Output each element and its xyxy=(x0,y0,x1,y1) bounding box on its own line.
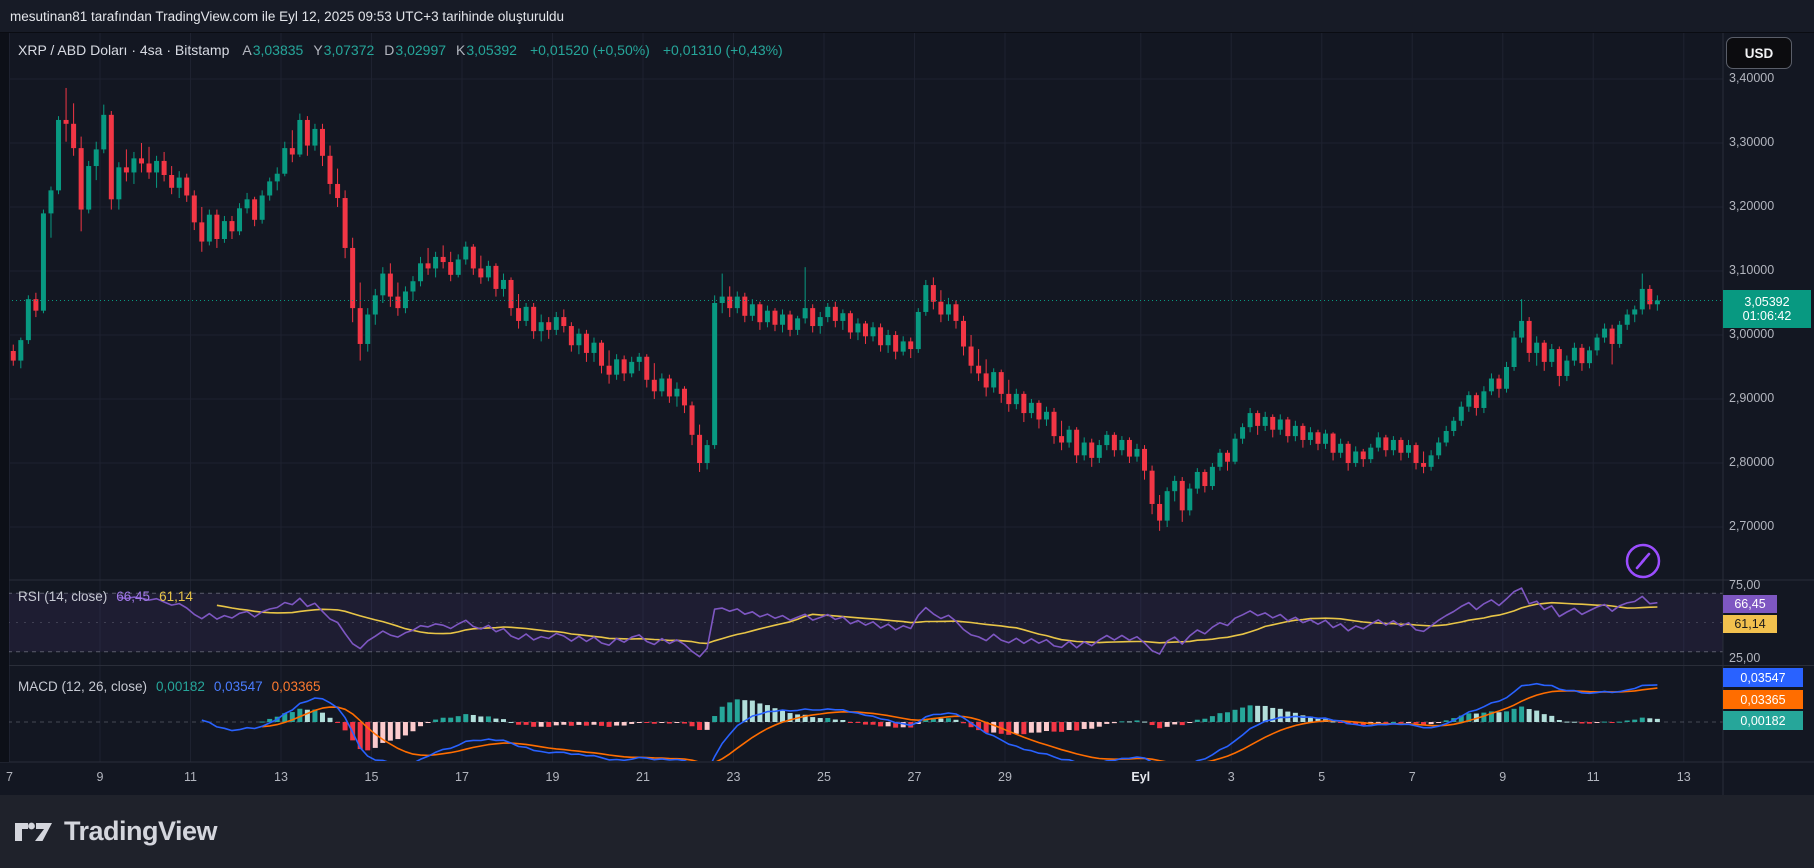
tradingview-brand-text: TradingView xyxy=(64,816,218,846)
rsi-value: 66,45 xyxy=(116,589,151,604)
price-tick: 3,10000 xyxy=(1729,263,1775,277)
time-tick: 13 xyxy=(274,770,288,784)
price-tick: 3,00000 xyxy=(1729,327,1775,341)
time-tick: 25 xyxy=(817,770,831,784)
symbol-legend[interactable]: XRP / ABD Doları · 4sa · Bitstamp A 3,038… xyxy=(18,42,783,58)
time-tick: 9 xyxy=(1499,770,1507,784)
time-axis[interactable]: 7 9 11 13 15 17 19 21 23 25 27 29 Eyl 3 5 7 9 11 13 xyxy=(0,762,1723,795)
time-tick: 21 xyxy=(636,770,650,784)
ohlc-field-k: K 3,05392 xyxy=(456,42,517,58)
macd-legend[interactable]: MACD (12, 26, close) 0,00182 0,03547 0,0… xyxy=(18,679,320,694)
price-tick: 2,80000 xyxy=(1729,455,1775,469)
currency-toggle-button[interactable]: USD xyxy=(1726,37,1792,69)
ohlc-field-a: A 3,03835 xyxy=(242,42,304,58)
attribution-bar: mesutinan81 tarafından TradingView.com i… xyxy=(0,0,1814,33)
time-tick: 7 xyxy=(6,770,13,784)
time-tick-month: Eyl xyxy=(1131,770,1151,784)
price-axis[interactable]: 3,40000 3,30000 3,20000 3,10000 3,00000 2,900… xyxy=(1723,33,1814,795)
macd-signal-value: 0,03365 xyxy=(271,679,321,694)
macd-plot xyxy=(201,682,1660,761)
time-tick: 27 xyxy=(907,770,922,784)
symbol-stamp xyxy=(1625,543,1661,579)
tradingview-logo-icon xyxy=(15,822,52,841)
time-tick: 5 xyxy=(1318,770,1326,784)
symbol-title[interactable]: XRP / ABD Doları · 4sa · Bitstamp xyxy=(18,42,230,58)
time-tick: 13 xyxy=(1676,770,1691,784)
macd-hist-badge: 0,00182 xyxy=(1723,711,1803,730)
ohlc-field-d: D 3,02997 xyxy=(384,42,447,58)
time-tick: 11 xyxy=(184,770,197,784)
left-toolbar-edge xyxy=(0,33,9,762)
price-tick: 2,90000 xyxy=(1729,391,1775,405)
rsi-legend[interactable]: RSI (14, close) 66,45 61,14 xyxy=(18,589,193,604)
rsi-legend-title[interactable]: RSI (14, close) xyxy=(18,589,108,604)
time-tick: 7 xyxy=(1408,770,1416,784)
macd-line-value: 0,03547 xyxy=(213,679,263,694)
change-percent: +0,01310 (+0,43%) xyxy=(662,42,783,58)
rsi-ma-value: 61,14 xyxy=(159,589,193,604)
last-price-badge: 3,05392 01:06:42 xyxy=(1723,290,1811,329)
ohlc-field-y: Y 3,07372 xyxy=(313,42,375,58)
macd-legend-title[interactable]: MACD (12, 26, close) xyxy=(18,679,148,694)
candlestick-series xyxy=(10,87,1660,531)
time-tick: 29 xyxy=(998,770,1012,784)
change-absolute: +0,01520 (+0,50%) xyxy=(529,42,650,58)
macd-histogram-value: 0,00182 xyxy=(156,679,205,694)
macd-value-badge: 0,03547 xyxy=(1723,668,1803,687)
rsi-plot xyxy=(118,587,1658,658)
rsi-ma-value-badge: 61,14 xyxy=(1723,615,1777,633)
attribution-text: mesutinan81 tarafından TradingView.com i… xyxy=(10,8,564,24)
time-tick: 9 xyxy=(96,770,104,784)
macd-signal-badge: 0,03365 xyxy=(1723,690,1803,709)
price-tick: 3,40000 xyxy=(1729,71,1775,85)
price-tick: 3,30000 xyxy=(1729,135,1775,149)
price-tick: 3,20000 xyxy=(1729,199,1775,213)
rsi-scale-tick: 25,00 xyxy=(1729,651,1761,665)
time-tick: 11 xyxy=(1586,770,1600,784)
rsi-value-badge: 66,45 xyxy=(1723,595,1777,613)
time-tick: 17 xyxy=(455,770,469,784)
price-tick: 2,70000 xyxy=(1729,519,1775,533)
footer-bar: TradingView xyxy=(0,795,1814,868)
time-tick: 15 xyxy=(364,770,379,784)
time-tick: 23 xyxy=(726,770,741,784)
time-tick: 19 xyxy=(545,770,560,784)
ohlc-values: A 3,03835 Y 3,07372 D 3,02997 K 3,05392 xyxy=(242,42,517,58)
rsi-scale-tick: 75,00 xyxy=(1729,578,1761,592)
time-tick: 3 xyxy=(1227,770,1235,784)
